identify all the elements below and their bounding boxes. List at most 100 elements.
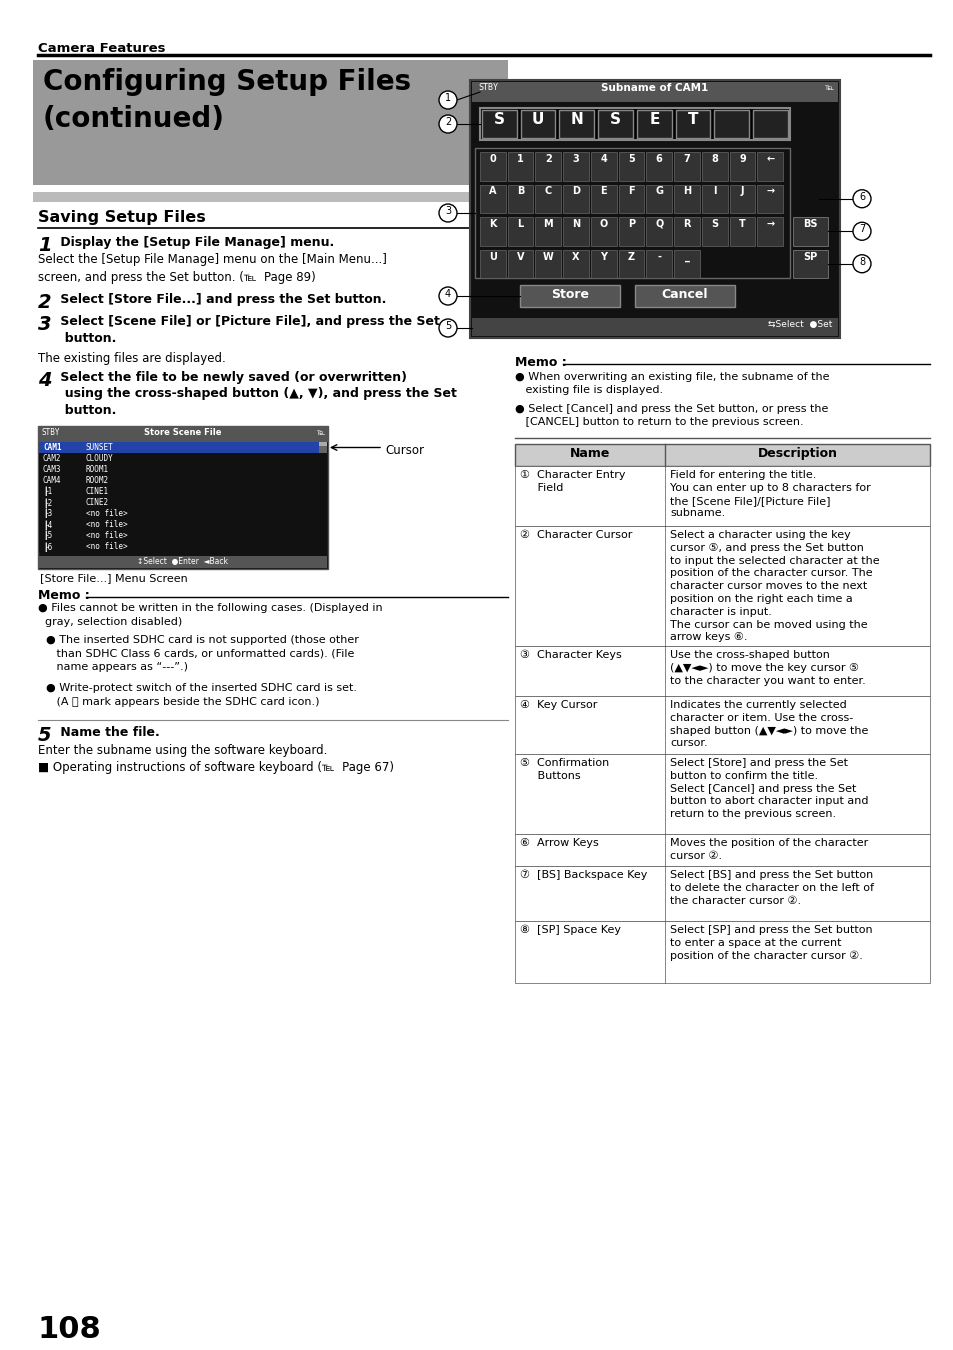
- Text: 1: 1: [38, 236, 51, 255]
- Bar: [515, 647, 929, 697]
- Text: _: _: [684, 251, 689, 262]
- Text: 2: 2: [444, 117, 451, 127]
- Bar: [515, 466, 929, 526]
- Text: ■ Operating instructions of software keyboard (℡  Page 67): ■ Operating instructions of software key…: [38, 761, 394, 774]
- Text: T: T: [687, 112, 698, 127]
- Text: ②  Character Cursor: ② Character Cursor: [519, 531, 632, 540]
- Bar: [729, 185, 755, 213]
- Bar: [618, 250, 643, 278]
- Text: U: U: [489, 251, 497, 262]
- Text: Field for entering the title.
You can enter up to 8 characters for
the [Scene Fi: Field for entering the title. You can en…: [669, 470, 870, 518]
- Text: Select [SP] and press the Set button
to enter a space at the current
position of: Select [SP] and press the Set button to …: [669, 925, 872, 961]
- Text: The existing files are displayed.: The existing files are displayed.: [38, 352, 226, 365]
- Text: 4: 4: [444, 289, 451, 298]
- Text: L: L: [517, 219, 523, 230]
- Text: D: D: [572, 186, 579, 197]
- Text: Name: Name: [569, 447, 610, 460]
- Text: ↕Select  ●Enter  ◄Back: ↕Select ●Enter ◄Back: [137, 558, 229, 566]
- Bar: [519, 285, 619, 306]
- Bar: [515, 444, 929, 466]
- Bar: [753, 109, 787, 138]
- Text: ④  Key Cursor: ④ Key Cursor: [519, 701, 597, 710]
- Bar: [38, 427, 328, 568]
- Bar: [472, 319, 837, 336]
- Bar: [618, 185, 643, 213]
- Bar: [590, 185, 616, 213]
- Bar: [39, 441, 327, 454]
- Bar: [646, 250, 671, 278]
- Bar: [590, 250, 616, 278]
- Bar: [792, 217, 827, 246]
- Bar: [515, 921, 929, 983]
- Bar: [714, 109, 748, 138]
- Text: ①  Character Entry
     Field: ① Character Entry Field: [519, 470, 625, 493]
- Text: Indicates the currently selected
character or item. Use the cross-
shaped button: Indicates the currently selected charact…: [669, 701, 867, 748]
- Text: →: →: [765, 186, 774, 197]
- Text: Configuring Setup Files: Configuring Setup Files: [43, 68, 411, 96]
- Text: ⑥  Arrow Keys: ⑥ Arrow Keys: [519, 838, 598, 848]
- Text: ● Write-protect switch of the inserted SDHC card is set.
   (A 🔒 mark appears be: ● Write-protect switch of the inserted S…: [46, 683, 356, 706]
- Text: Enter the subname using the software keyboard.: Enter the subname using the software key…: [38, 744, 327, 757]
- Text: Select the [Setup File Manage] menu on the [Main Menu...]
screen, and press the : Select the [Setup File Manage] menu on t…: [38, 252, 387, 284]
- Text: STBY: STBY: [42, 428, 60, 437]
- Text: [Store File...] Menu Screen: [Store File...] Menu Screen: [40, 572, 188, 583]
- Bar: [515, 697, 929, 755]
- Bar: [558, 109, 594, 138]
- Text: ● Files cannot be written in the following cases. (Displayed in
  gray, selectio: ● Files cannot be written in the followi…: [38, 603, 382, 626]
- Bar: [674, 185, 700, 213]
- Text: <no file>: <no file>: [86, 531, 128, 540]
- Bar: [515, 755, 929, 834]
- Bar: [515, 834, 929, 865]
- Text: <no file>: <no file>: [86, 541, 128, 551]
- Text: CAM2: CAM2: [43, 454, 61, 463]
- Bar: [39, 497, 327, 508]
- Text: Select [Scene File] or [Picture File], and press the Set
  button.: Select [Scene File] or [Picture File], a…: [56, 315, 439, 344]
- Text: -: -: [657, 251, 660, 262]
- Bar: [729, 153, 755, 181]
- Bar: [646, 185, 671, 213]
- Text: W: W: [542, 251, 553, 262]
- Text: (continued): (continued): [43, 105, 225, 134]
- Text: 4: 4: [38, 371, 51, 390]
- Text: CAM1: CAM1: [43, 443, 61, 452]
- Text: ROOM2: ROOM2: [86, 477, 109, 485]
- Circle shape: [438, 204, 456, 221]
- Text: ⑧  [SP] Space Key: ⑧ [SP] Space Key: [519, 925, 620, 936]
- Bar: [535, 153, 560, 181]
- Bar: [675, 109, 710, 138]
- Text: B: B: [517, 186, 524, 197]
- Bar: [39, 556, 327, 568]
- Text: Select the file to be newly saved (or overwritten)
  using the cross-shaped butt: Select the file to be newly saved (or ov…: [56, 371, 456, 417]
- Text: N: N: [570, 112, 582, 127]
- Bar: [479, 108, 789, 140]
- Text: S: S: [710, 219, 718, 230]
- Bar: [515, 526, 929, 647]
- Text: 8: 8: [711, 154, 718, 163]
- Bar: [562, 185, 588, 213]
- Text: ┠6: ┠6: [43, 541, 52, 552]
- Text: STBY: STBY: [477, 82, 497, 92]
- Bar: [646, 153, 671, 181]
- Text: 0: 0: [489, 154, 496, 163]
- Text: ⑤  Confirmation
     Buttons: ⑤ Confirmation Buttons: [519, 757, 609, 780]
- Bar: [39, 541, 327, 552]
- Circle shape: [438, 115, 456, 134]
- Text: Display the [Setup File Manage] menu.: Display the [Setup File Manage] menu.: [56, 236, 334, 248]
- Text: K: K: [489, 219, 497, 230]
- Text: Select [Store File...] and press the Set button.: Select [Store File...] and press the Set…: [56, 293, 386, 306]
- Text: SP: SP: [802, 251, 817, 262]
- Text: <no file>: <no file>: [86, 509, 128, 518]
- Text: F: F: [627, 186, 634, 197]
- Text: Saving Setup Files: Saving Setup Files: [38, 211, 206, 225]
- Bar: [757, 217, 782, 246]
- Bar: [479, 185, 505, 213]
- Text: 1: 1: [444, 93, 451, 103]
- Text: Moves the position of the character
cursor ②.: Moves the position of the character curs…: [669, 838, 867, 861]
- Text: <no file>: <no file>: [86, 520, 128, 529]
- Text: Z: Z: [627, 251, 635, 262]
- Text: CINE2: CINE2: [86, 498, 109, 508]
- Text: 2: 2: [38, 293, 51, 312]
- Text: 2: 2: [544, 154, 551, 163]
- Bar: [39, 518, 327, 531]
- Bar: [757, 185, 782, 213]
